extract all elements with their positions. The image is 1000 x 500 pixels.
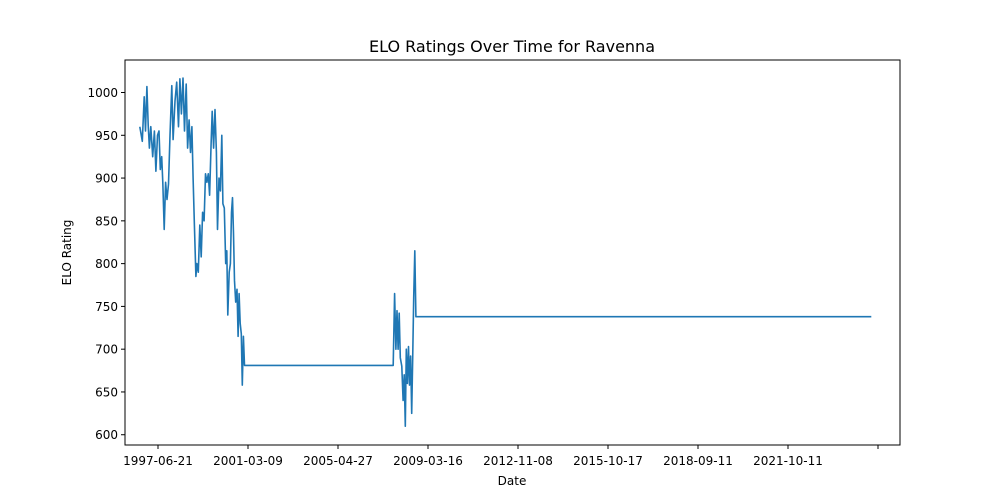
x-tick-label: 2001-03-09 [213, 454, 283, 468]
x-tick-label: 2005-04-27 [303, 454, 373, 468]
y-tick-label: 850 [95, 214, 118, 228]
y-tick-label: 900 [95, 172, 118, 186]
x-axis: 1997-06-21 2001-03-09 2005-04-27 2009-03-16… [123, 445, 879, 468]
x-tick-label: 1997-06-21 [123, 454, 193, 468]
x-axis-label: Date [498, 474, 527, 488]
y-tick-label: 950 [95, 129, 118, 143]
y-tick-label: 700 [95, 343, 118, 357]
y-tick-label: 800 [95, 257, 118, 271]
plot-frame [124, 59, 901, 446]
elo-series-line [139, 77, 872, 428]
y-axis: 600 650 700 750 800 850 900 950 1000 [87, 86, 125, 442]
x-tick-label: 2021-10-11 [753, 454, 823, 468]
y-axis-label: ELO Rating [60, 220, 74, 286]
y-tick-label: 1000 [87, 86, 118, 100]
y-tick-label: 750 [95, 300, 118, 314]
x-tick-label: 2015-10-17 [573, 454, 643, 468]
y-tick-label: 600 [95, 428, 118, 442]
chart-title: ELO Ratings Over Time for Ravenna [369, 37, 655, 56]
x-tick-label: 2018-09-11 [663, 454, 733, 468]
plot-area [139, 77, 872, 428]
y-tick-label: 650 [95, 385, 118, 399]
x-tick-label: 2012-11-08 [483, 454, 553, 468]
x-tick-label: 2009-03-16 [393, 454, 463, 468]
